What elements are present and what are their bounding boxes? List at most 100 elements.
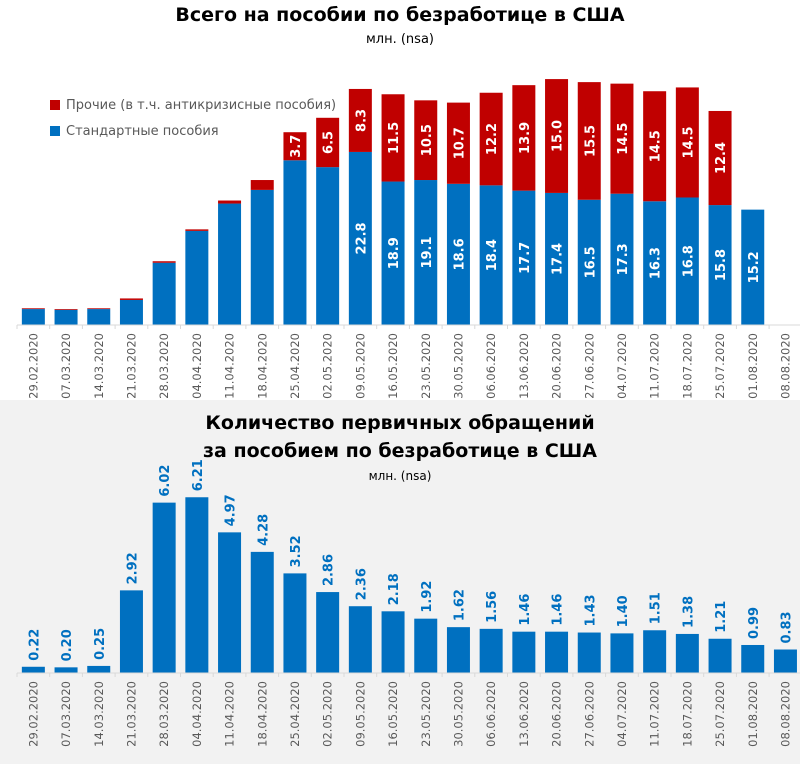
bottom-x-tick-label: 18.04.2020 (255, 681, 269, 747)
bar-standard (250, 189, 274, 325)
bar-other (675, 87, 699, 198)
data-label-claims: 1.46 (551, 594, 566, 626)
bar-other (577, 82, 601, 200)
bottom-x-tick-label: 20.06.2020 (550, 681, 564, 747)
data-label-other: 11.5 (387, 122, 402, 154)
bar-standard (316, 167, 340, 325)
bottom-x-tick-label: 18.07.2020 (680, 681, 694, 747)
top-x-tick-label: 13.06.2020 (517, 333, 531, 399)
data-label-claims: 2.18 (387, 573, 402, 605)
bar-claims (218, 532, 242, 673)
top-x-tick-label: 07.03.2020 (59, 333, 73, 399)
top-x-tick-label: 04.07.2020 (615, 333, 629, 399)
data-label-claims: 1.92 (420, 581, 435, 613)
bar-other (152, 261, 176, 263)
data-label-other: 15.0 (551, 120, 566, 152)
bottom-x-tick-label: 11.04.2020 (223, 681, 237, 747)
bar-standard (610, 193, 634, 325)
bar-claims (675, 633, 699, 673)
chart-plot-top: 3.7 6.5 22.8 8.3 18.9 11.5 19.1 10.5 18.6 10.7 18.… (16, 79, 800, 399)
bottom-x-tick-label: 28.03.2020 (157, 681, 171, 747)
bar-standard (479, 185, 503, 325)
data-label-other: 3.7 (289, 135, 304, 158)
top-x-tick-label: 01.08.2020 (746, 333, 760, 399)
bar-standard (414, 180, 438, 325)
bar-claims (773, 649, 797, 673)
legend: Прочие (в т.ч. антикризисные пособия) Ст… (50, 92, 336, 144)
bar-other (218, 200, 242, 204)
bar-standard (577, 199, 601, 325)
data-label-standard: 15.2 (747, 251, 762, 283)
bar-other (708, 110, 732, 206)
data-label-claims: 2.36 (354, 568, 369, 600)
top-x-tick-label: 29.02.2020 (26, 333, 40, 399)
bar-standard (87, 309, 111, 325)
data-label-claims: 0.83 (779, 611, 794, 643)
bar-other (545, 79, 569, 193)
data-label-other: 13.9 (518, 122, 533, 154)
bar-standard (218, 203, 242, 325)
bottom-x-tick-label: 29.02.2020 (26, 681, 40, 747)
legend-label-other: Прочие (в т.ч. антикризисные пособия) (66, 97, 337, 113)
data-label-claims: 0.22 (27, 629, 42, 661)
bar-claims (283, 573, 307, 673)
bar-standard (545, 192, 569, 325)
data-label-other: 8.3 (354, 109, 369, 132)
chart-subtitle: млн. (nsa) (365, 32, 434, 47)
data-label-standard: 15.8 (714, 249, 729, 281)
bottom-x-tick-label: 06.06.2020 (484, 681, 498, 747)
bar-standard (152, 262, 176, 325)
data-label-standard: 18.4 (485, 239, 500, 271)
top-x-tick-label: 09.05.2020 (353, 333, 367, 399)
bar-claims (348, 606, 372, 673)
data-label-other: 12.2 (485, 123, 500, 155)
bottom-x-tick-label: 25.07.2020 (713, 681, 727, 747)
top-x-tick-label: 23.05.2020 (419, 333, 433, 399)
data-label-claims: 1.51 (649, 592, 664, 624)
bar-standard (741, 209, 765, 325)
bar-other (348, 88, 372, 152)
bar-other (250, 180, 274, 190)
bar-standard (348, 151, 372, 325)
data-label-other: 10.5 (420, 124, 435, 156)
bar-claims (250, 551, 274, 673)
bar-claims (54, 667, 78, 673)
bottom-x-tick-label: 30.05.2020 (451, 681, 465, 747)
bar-claims (414, 618, 438, 673)
bar-standard (381, 181, 405, 325)
bar-other (283, 132, 307, 161)
top-x-tick-label: 18.04.2020 (255, 333, 269, 399)
chart-title: Всего на пособии по безработице в США (175, 4, 625, 26)
legend-label-standard: Стандартные пособия (66, 123, 219, 139)
data-label-standard: 17.4 (551, 243, 566, 275)
bar-standard (21, 309, 45, 325)
bar-claims (545, 631, 569, 673)
top-x-tick-label: 11.04.2020 (223, 333, 237, 399)
top-x-tick-label: 06.06.2020 (484, 333, 498, 399)
chart-plot-bottom: 0.22 0.20 0.25 2.92 6.02 6.21 4.97 4.28 3.52 2.86… (16, 459, 800, 747)
bar-claims (577, 632, 601, 673)
data-label-claims: 1.38 (681, 596, 696, 628)
bar-standard (675, 197, 699, 325)
data-label-other: 14.5 (681, 126, 696, 158)
bottom-x-tick-label: 04.04.2020 (190, 681, 204, 747)
data-label-other: 14.5 (649, 130, 664, 162)
bar-standard (54, 309, 78, 325)
data-label-claims: 6.21 (191, 459, 206, 491)
top-x-tick-label: 21.03.2020 (124, 333, 138, 399)
data-label-claims: 1.40 (616, 595, 631, 627)
data-label-claims: 0.25 (93, 628, 108, 660)
data-label-standard: 19.1 (420, 236, 435, 268)
bar-claims (741, 644, 765, 673)
bar-standard (512, 190, 536, 325)
data-label-standard: 18.9 (387, 237, 402, 269)
data-label-claims: 3.52 (289, 535, 304, 567)
legend-swatch-standard (50, 126, 60, 136)
top-x-tick-label: 27.06.2020 (582, 333, 596, 399)
bar-other (54, 309, 78, 310)
data-label-other: 10.7 (452, 127, 467, 159)
data-label-claims: 0.20 (60, 629, 75, 661)
data-label-claims: 6.02 (158, 465, 173, 497)
data-label-other: 12.4 (714, 142, 729, 174)
top-x-tick-label: 08.08.2020 (778, 333, 792, 399)
